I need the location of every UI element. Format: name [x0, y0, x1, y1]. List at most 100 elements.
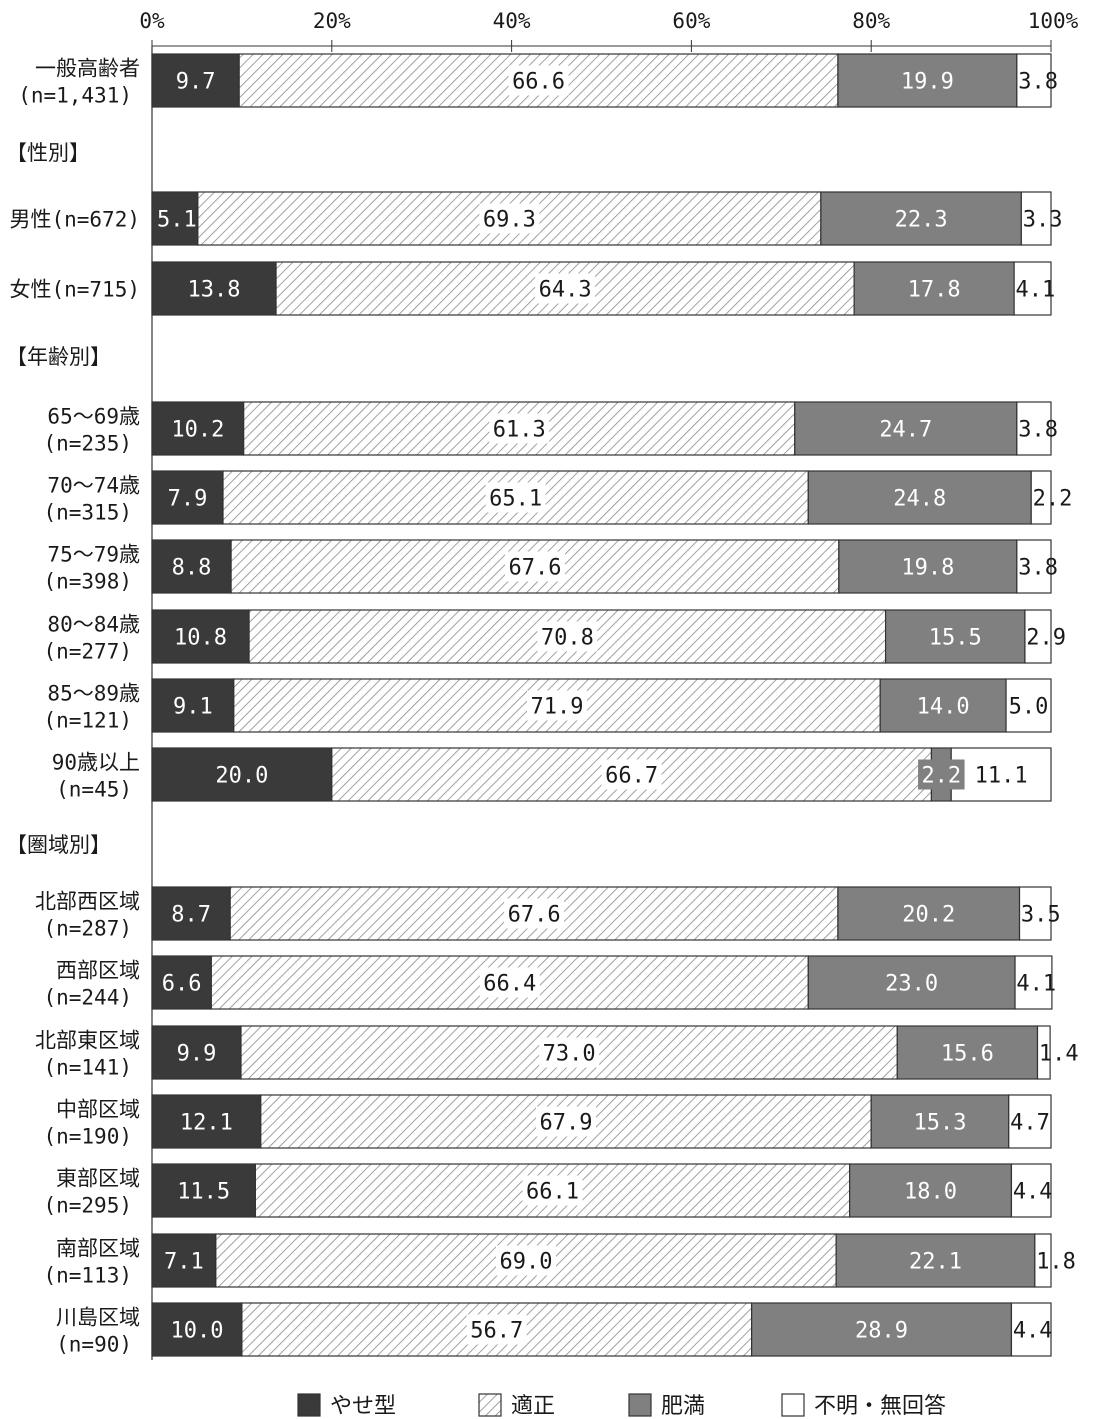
- bar-segment-yase: [151, 609, 250, 664]
- bar-segment-fumei: [1014, 955, 1053, 1010]
- data-label-bg: [489, 413, 550, 444]
- bar-segment-yase: [151, 1302, 243, 1357]
- row-sample-size: (n=141): [43, 1056, 132, 1080]
- bar-segment-yase: [151, 886, 231, 941]
- data-label: 4.7: [1010, 1111, 1050, 1136]
- data-label: 67.9: [539, 1111, 592, 1136]
- data-label: 9.1: [173, 695, 213, 720]
- data-label: 5.1: [157, 208, 197, 233]
- row-label: 70～74歳: [47, 474, 140, 498]
- data-label: 10.2: [171, 418, 224, 443]
- data-label-bg: [466, 1314, 527, 1345]
- row-label: 南部区域: [56, 1237, 140, 1261]
- data-label-bg: [601, 759, 662, 790]
- bar-row: 中部区域 (n=190) 12.1 67.9 15.3 4.7: [43, 1094, 1052, 1149]
- data-label: 61.3: [493, 418, 546, 443]
- row-label: 65～69歳: [47, 405, 140, 429]
- data-label: 73.0: [543, 1042, 596, 1067]
- bar-segment-fumei: [1020, 191, 1052, 246]
- data-label: 1.8: [1036, 1250, 1076, 1275]
- row-sample-size: (n=277): [43, 640, 132, 664]
- legend-label: 不明・無回答: [814, 1394, 946, 1419]
- data-label: 23.0: [885, 972, 938, 997]
- data-label-bg: [485, 482, 546, 513]
- data-label-bg: [535, 273, 596, 304]
- bar-segment-yase: [151, 191, 199, 246]
- bar-row: 80～84歳 (n=277) 10.8 70.8 15.5 2.9: [43, 609, 1066, 664]
- data-label: 15.6: [941, 1042, 994, 1067]
- data-label: 3.8: [1018, 70, 1058, 95]
- data-label: 13.8: [188, 278, 241, 303]
- data-label: 10.0: [170, 1319, 223, 1344]
- data-label: 22.1: [909, 1250, 962, 1275]
- bar-segment-himan: [884, 609, 1026, 664]
- bar-row: 75～79歳 (n=398) 8.8 67.6 19.8 3.8: [43, 539, 1058, 594]
- row-label: 女性(n=715): [9, 278, 140, 302]
- data-label: 11.5: [177, 1180, 230, 1205]
- x-tick-label: 80%: [852, 9, 890, 33]
- row-label: 東部区域: [56, 1167, 140, 1191]
- bar-row: 女性(n=715) 13.8 64.3 17.8 4.1: [9, 261, 1056, 316]
- bar-segment-yase: [151, 1163, 256, 1218]
- data-label-bg: [537, 621, 598, 652]
- bar-segment-fumei: [1016, 401, 1052, 456]
- data-label: 4.4: [1013, 1180, 1053, 1205]
- x-tick-label: 40%: [493, 9, 531, 33]
- data-label: 7.1: [164, 1250, 204, 1275]
- legend-item: 肥満: [628, 1393, 705, 1419]
- data-label: 66.7: [605, 764, 658, 789]
- legend-swatch-tekisei: [478, 1393, 502, 1417]
- row-label: 75～79歳: [47, 543, 140, 567]
- data-label: 69.3: [483, 208, 536, 233]
- bar-segment-himan: [849, 1163, 1013, 1218]
- data-label-bg: [504, 898, 565, 929]
- data-label: 20.0: [215, 764, 268, 789]
- data-label: 22.3: [895, 208, 948, 233]
- data-label-bg: [526, 690, 587, 721]
- x-tick-label: 60%: [672, 9, 710, 33]
- legend-label: 適正: [511, 1394, 555, 1419]
- row-sample-size: (n=287): [43, 917, 132, 941]
- bar-segment-fumei: [1005, 678, 1052, 733]
- data-label-bg: [918, 759, 965, 790]
- bar-segment-himan: [794, 401, 1018, 456]
- data-label: 4.1: [1016, 278, 1056, 303]
- data-label: 70.8: [541, 626, 594, 651]
- data-label: 7.9: [168, 487, 208, 512]
- data-label: 11.1: [975, 764, 1028, 789]
- bar-row: 85～89歳 (n=121) 9.1 71.9 14.0 5.0: [43, 678, 1052, 733]
- legend-swatch-himan: [628, 1393, 652, 1417]
- bar-segment-himan: [870, 1094, 1010, 1149]
- bar-row: 川島区域 (n=90) 10.0 56.7 28.9 4.4: [56, 1302, 1053, 1357]
- data-label: 9.9: [177, 1042, 217, 1067]
- x-tick-label: 20%: [313, 9, 351, 33]
- data-label: 3.8: [1018, 418, 1058, 443]
- data-label: 66.4: [483, 972, 536, 997]
- data-label: 24.7: [879, 418, 932, 443]
- bar-segment-himan: [751, 1302, 1013, 1357]
- data-label: 28.9: [855, 1319, 908, 1344]
- data-label: 2.2: [921, 764, 961, 789]
- bar-row: 90歳以上 (n=45) 20.0 66.7 2.2 11.1: [52, 747, 1052, 802]
- legend: やせ型 適正 肥満 不明・無回答: [297, 1393, 946, 1419]
- data-label: 18.0: [904, 1180, 957, 1205]
- row-sample-size: (n=235): [43, 432, 132, 456]
- bar-row: 一般高齢者 (n=1,431) 9.7 66.6 19.9 3.8: [18, 53, 1058, 108]
- row-sample-size: (n=113): [43, 1264, 132, 1288]
- x-tick-label: 0%: [139, 9, 165, 33]
- bar-segment-tekisei: [238, 53, 839, 108]
- data-label-bg: [535, 1106, 596, 1137]
- bar-segment-fumei: [1034, 1233, 1052, 1288]
- data-label: 8.8: [172, 556, 212, 581]
- section-header: 【性別】: [6, 141, 90, 165]
- row-label: 川島区域: [56, 1306, 140, 1330]
- data-label-bg: [539, 1037, 600, 1068]
- bar-segment-fumei: [1010, 1302, 1052, 1357]
- bar-row: 65～69歳 (n=235) 10.2 61.3 24.7 3.8: [43, 401, 1058, 456]
- row-sample-size: (n=398): [43, 570, 132, 594]
- bar-segment-yase: [151, 401, 245, 456]
- bar-segment-himan: [896, 1025, 1039, 1080]
- row-sample-size: (n=244): [43, 986, 132, 1010]
- bar-segment-fumei: [1030, 470, 1052, 525]
